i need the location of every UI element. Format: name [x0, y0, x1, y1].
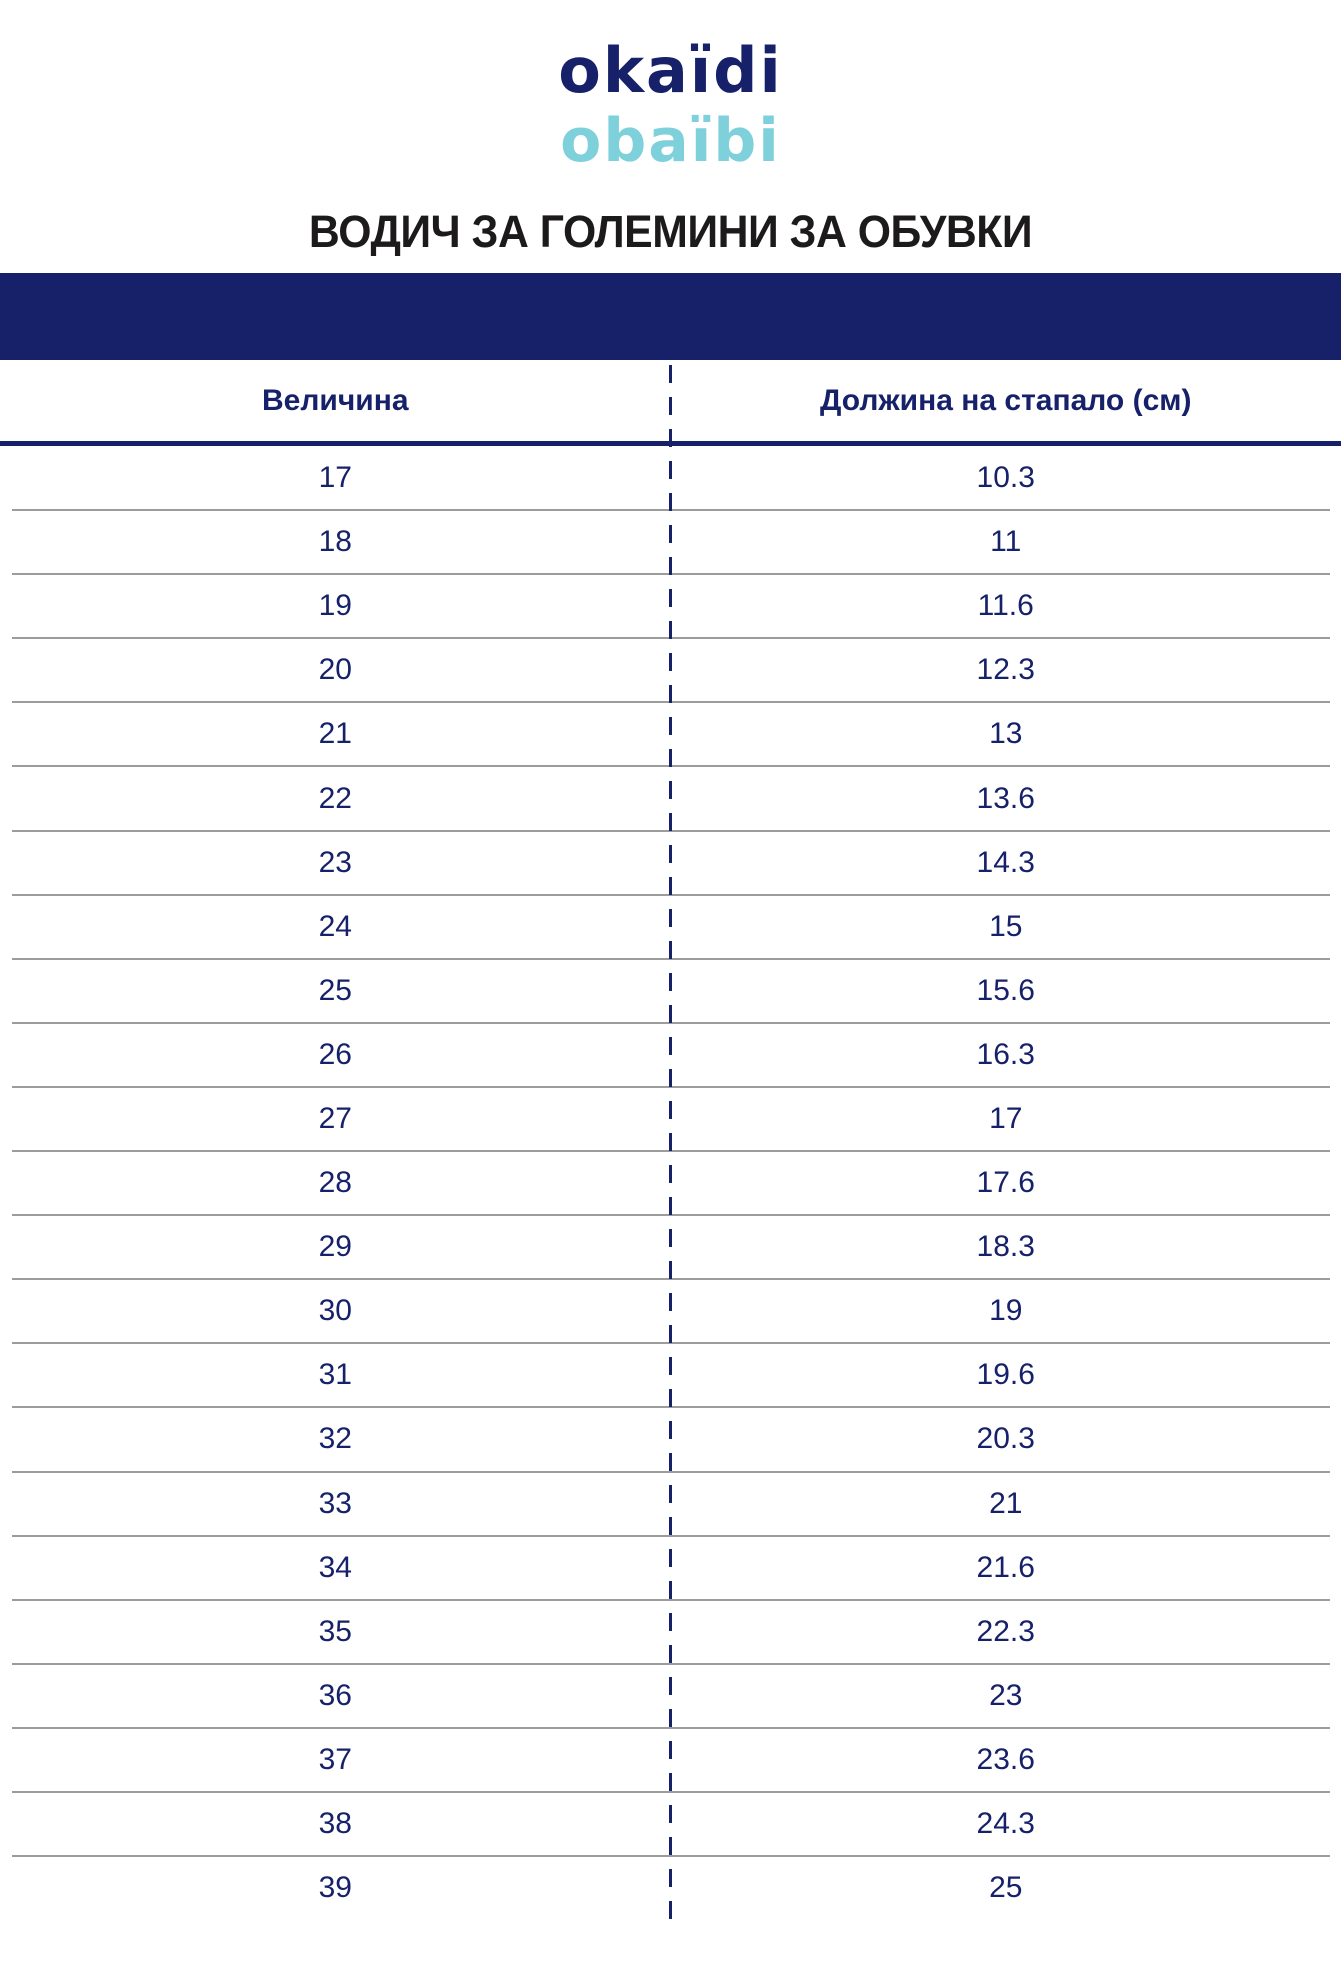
length-cell: 21 [989, 1486, 1023, 1520]
size-cell: 30 [318, 1294, 352, 1328]
length-cell: 11.6 [977, 589, 1034, 623]
size-cell: 27 [318, 1101, 352, 1135]
length-cell: 14.3 [976, 845, 1035, 879]
table-header-row: Величина Должина на стапало (см) [0, 360, 1341, 441]
length-cell: 13.6 [976, 781, 1035, 815]
length-cell: 15 [989, 909, 1023, 943]
logo-okaidi-wordmark: okaïdi [558, 34, 783, 107]
logo-obaibi-wordmark: obaïbi [560, 106, 781, 176]
length-cell: 19.6 [976, 1358, 1035, 1392]
size-cell: 35 [318, 1614, 352, 1648]
length-cell: 18.3 [976, 1230, 1035, 1264]
size-cell: 28 [318, 1166, 352, 1200]
length-cell: 23.6 [976, 1742, 1035, 1776]
length-cell: 21.6 [976, 1550, 1035, 1584]
length-cell: 25 [989, 1871, 1023, 1905]
length-cell: 20.3 [976, 1422, 1035, 1456]
size-cell: 36 [318, 1678, 352, 1712]
length-column-header: Должина на стапало (см) [820, 383, 1192, 417]
size-cell: 22 [318, 781, 352, 815]
size-cell: 33 [318, 1486, 352, 1520]
size-cell: 38 [318, 1807, 352, 1841]
length-cell: 11 [990, 525, 1022, 559]
size-cell: 19 [318, 589, 352, 623]
length-cell: 13 [989, 717, 1023, 751]
size-cell: 20 [318, 653, 352, 687]
length-cell: 16.3 [976, 1037, 1035, 1071]
size-cell: 23 [318, 845, 352, 879]
size-cell: 32 [318, 1422, 352, 1456]
size-cell: 29 [318, 1230, 352, 1264]
length-cell: 17 [989, 1101, 1023, 1135]
page-title: ВОДИЧ ЗА ГОЛЕМИНИ ЗА ОБУВКИ [308, 206, 1033, 257]
length-cell: 23 [989, 1678, 1023, 1712]
size-cell: 25 [318, 973, 352, 1007]
length-cell: 10.3 [976, 461, 1035, 495]
table-row: 17 10.3 [0, 446, 1341, 510]
size-cell: 39 [318, 1871, 352, 1905]
size-cell: 31 [318, 1358, 352, 1392]
size-cell: 21 [318, 717, 352, 751]
length-cell: 17.6 [976, 1166, 1035, 1200]
length-cell: 12.3 [976, 653, 1035, 687]
size-cell: 17 [318, 461, 352, 495]
size-cell: 24 [318, 909, 352, 943]
column-divider-dashed-line [669, 365, 672, 1923]
length-cell: 24.3 [976, 1807, 1035, 1841]
brand-logo: okaïdi obaïbi [0, 0, 1341, 174]
navy-band [0, 273, 1341, 360]
length-cell: 15.6 [976, 973, 1035, 1007]
size-cell: 18 [318, 525, 352, 559]
size-cell: 26 [318, 1037, 352, 1071]
size-cell: 37 [318, 1742, 352, 1776]
size-cell: 34 [318, 1550, 352, 1584]
length-cell: 19 [989, 1294, 1023, 1328]
length-cell: 22.3 [976, 1614, 1035, 1648]
size-column-header: Величина [261, 383, 409, 417]
